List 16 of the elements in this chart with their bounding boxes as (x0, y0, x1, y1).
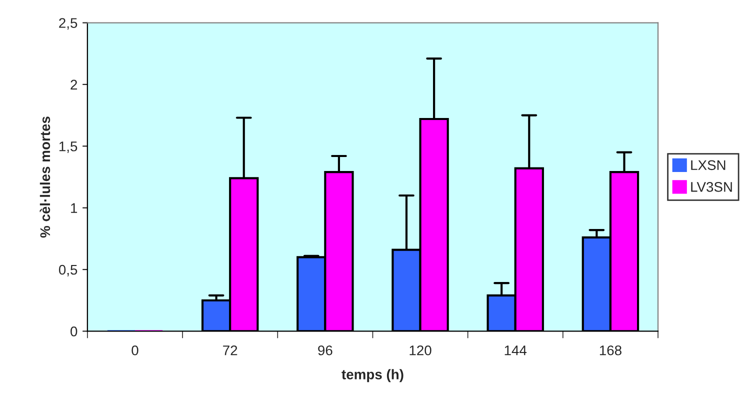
x-tick-label: 144 (504, 346, 527, 356)
x-tick-label: 96 (318, 345, 332, 356)
x-tick-label: 120 (410, 345, 432, 356)
y-axis-title: % cèl·lules mortes (40, 116, 50, 238)
legend-label: LV3SN (691, 182, 732, 192)
y-tick-label: 0,5 (58, 264, 78, 276)
x-axis-title: temps (h) (342, 369, 404, 382)
x-tick-label: 0 (132, 345, 138, 356)
y-tick-label: 2,5 (59, 18, 78, 30)
legend-label: LXSN (691, 160, 726, 170)
y-tick-label: 2 (70, 80, 78, 90)
y-tick-label: 1 (71, 203, 78, 213)
y-tick-label: 0 (70, 326, 78, 336)
y-tick-label: 1,5 (59, 142, 78, 153)
x-tick-label: 168 (600, 345, 622, 356)
x-tick-label: 72 (223, 345, 238, 356)
